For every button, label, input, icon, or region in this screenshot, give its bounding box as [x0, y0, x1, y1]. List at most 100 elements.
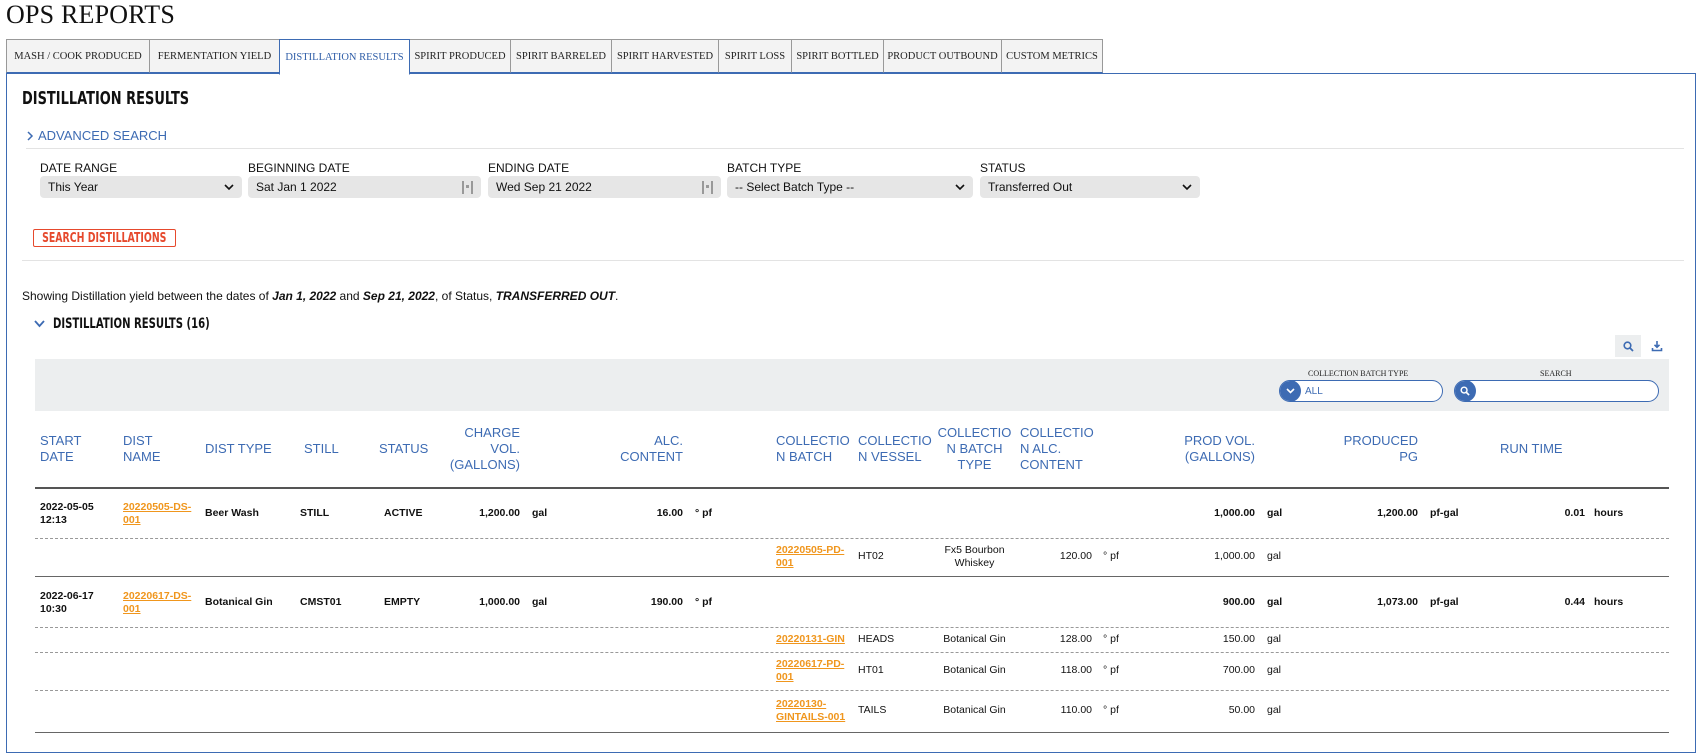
dist-name-link[interactable]: 20220505-DS- 001 [123, 500, 192, 526]
chevron-down-icon [224, 183, 234, 190]
column-header-status[interactable]: STATUS [379, 441, 429, 456]
advanced-search-label: ADVANCED SEARCH [38, 128, 168, 143]
advanced-search-toggle[interactable]: ADVANCED SEARCH [26, 128, 167, 143]
prod-volume: 1,000.00 [1214, 506, 1255, 519]
search-distillations-button[interactable]: SEARCH DISTILLATIONS [33, 229, 176, 247]
search-distillations-label: SEARCH DISTILLATIONS [42, 230, 167, 246]
beginning-date-input[interactable]: Sat Jan 1 2022 [248, 176, 481, 198]
alc-content: 190.00 [650, 595, 683, 608]
prod-volume: 900.00 [1222, 595, 1255, 608]
dist-name-link[interactable]: 20220617-DS- 001 [123, 589, 192, 615]
tab-custom-metrics[interactable]: CUSTOM METRICS [1001, 39, 1103, 73]
tab-spirit-barreled[interactable]: SPIRIT BARRELED [510, 39, 612, 73]
collection-alc-unit: ° pf [1103, 550, 1119, 562]
column-header-collection-batch[interactable]: COLLECTIO N BATCH [776, 433, 850, 464]
row-divider [35, 732, 1669, 733]
tab-spirit-harvested[interactable]: SPIRIT HARVESTED [611, 39, 719, 73]
batch-type-label: BATCH TYPE [727, 161, 802, 175]
row-divider [35, 652, 1669, 653]
ending-date-value: Wed Sep 21 2022 [496, 180, 592, 194]
table-search-input[interactable] [1454, 380, 1659, 402]
page-title: OPS REPORTS [6, 0, 175, 29]
collection-volume-unit: gal [1267, 664, 1282, 676]
column-header-produced-pg[interactable]: PRODUCED PG [1343, 433, 1418, 464]
column-header-collection-batch-type[interactable]: COLLECTIO N BATCH TYPE [937, 425, 1012, 472]
ending-date-label: ENDING DATE [488, 161, 570, 175]
charge-unit: gal [532, 506, 548, 519]
summary-prefix: Showing Distillation yield between the d… [22, 289, 273, 303]
collection-batch-link[interactable]: 20220130- GINTAILS-001 [776, 698, 846, 723]
still-name: STILL [300, 506, 330, 519]
collection-volume-unit: gal [1267, 550, 1282, 562]
column-header-collection-vessel[interactable]: COLLECTIO N VESSEL [858, 433, 932, 464]
table-header [35, 411, 1669, 489]
charge-unit: gal [532, 595, 548, 608]
column-header-dist-name[interactable]: DIST NAME [123, 433, 161, 464]
column-header-collection-alc[interactable]: COLLECTIO N ALC. CONTENT [1020, 425, 1094, 472]
charge-volume: 1,000.00 [479, 595, 520, 608]
beginning-date-value: Sat Jan 1 2022 [256, 180, 337, 194]
status-value: EMPTY [384, 595, 421, 608]
column-header-start-date[interactable]: START DATE [40, 433, 82, 464]
collection-batch-link[interactable]: 20220617-PD- 001 [776, 658, 845, 683]
row-divider [35, 538, 1669, 539]
alc-unit: ° pf [695, 506, 713, 519]
collection-batch-link[interactable]: 20220505-PD- 001 [776, 544, 845, 569]
chevron-right-icon [27, 130, 34, 141]
batch-type-select[interactable]: -- Select Batch Type -- [727, 176, 973, 198]
prod-unit: gal [1267, 506, 1283, 519]
summary-status: TRANSFERRED OUT [495, 289, 616, 303]
collection-alc-unit: ° pf [1103, 704, 1119, 716]
column-header-alc-content[interactable]: ALC. CONTENT [620, 433, 683, 464]
report-tabs: MASH / COOK PRODUCED FERMENTATION YIELD … [6, 39, 1103, 75]
chevron-down-icon [955, 183, 965, 190]
alc-unit: ° pf [695, 595, 713, 608]
column-header-run-time[interactable]: RUN TIME [1500, 441, 1563, 456]
produced-pg: 1,200.00 [1377, 506, 1418, 519]
calendar-icon[interactable] [462, 180, 473, 194]
collection-volume: 50.00 [1228, 704, 1255, 716]
ending-date-input[interactable]: Wed Sep 21 2022 [488, 176, 721, 198]
summary-suffix: . [615, 289, 619, 303]
summary-and: and [336, 289, 363, 303]
tab-distillation-results[interactable]: DISTILLATION RESULTS [279, 39, 410, 75]
collection-batch-link[interactable]: 20220131-GIN [776, 632, 845, 645]
results-section-toggle[interactable]: DISTILLATION RESULTS (16) [34, 316, 271, 332]
collection-vessel: HT01 [858, 664, 884, 676]
collection-batch-type: Botanical Gin [943, 632, 1006, 645]
collection-batch-type-select[interactable]: ALL [1279, 380, 1443, 402]
search-icon [1622, 340, 1634, 352]
summary-end-date: Sep 21, 2022 [362, 289, 435, 303]
start-date: 2022-06-17 10:30 [40, 589, 94, 615]
tab-fermentation-yield[interactable]: FERMENTATION YIELD [149, 39, 280, 73]
collection-volume: 700.00 [1222, 664, 1255, 676]
column-header-dist-type[interactable]: DIST TYPE [205, 441, 272, 456]
export-button[interactable] [1644, 335, 1670, 357]
column-header-still[interactable]: STILL [304, 441, 339, 456]
tab-spirit-bottled[interactable]: SPIRIT BOTTLED [791, 39, 884, 73]
row-divider [35, 690, 1669, 691]
column-header-charge-vol[interactable]: CHARGE VOL. (GALLONS) [449, 425, 520, 472]
tab-spirit-loss[interactable]: SPIRIT LOSS [718, 39, 792, 73]
tab-spirit-produced[interactable]: SPIRIT PRODUCED [409, 39, 511, 73]
tab-product-outbound[interactable]: PRODUCT OUTBOUND [883, 39, 1002, 73]
tab-mash-cook-produced[interactable]: MASH / COOK PRODUCED [6, 39, 150, 73]
section-title: DISTILLATION RESULTS [22, 88, 190, 109]
date-range-select[interactable]: This Year [40, 176, 242, 198]
table-search-label: SEARCH [1540, 369, 1572, 378]
collection-batch-type: Fx5 Bourbon Whiskey [944, 544, 1005, 569]
pg-unit: pf-gal [1430, 595, 1459, 608]
table-search-toggle[interactable] [1615, 335, 1641, 357]
collection-batch-type: Botanical Gin [943, 704, 1006, 716]
search-icon [1455, 381, 1476, 401]
collection-volume: 150.00 [1222, 632, 1255, 645]
status-value: ACTIVE [384, 506, 423, 519]
still-name: CMST01 [300, 595, 342, 608]
collection-vessel: HT02 [858, 550, 884, 562]
summary-mid: , of Status, [434, 289, 496, 303]
status-select[interactable]: Transferred Out [980, 176, 1200, 198]
chevron-down-icon [1182, 183, 1192, 190]
produced-pg: 1,073.00 [1377, 595, 1418, 608]
column-header-prod-vol[interactable]: PROD VOL. (GALLONS) [1184, 433, 1255, 464]
calendar-icon[interactable] [702, 180, 713, 194]
